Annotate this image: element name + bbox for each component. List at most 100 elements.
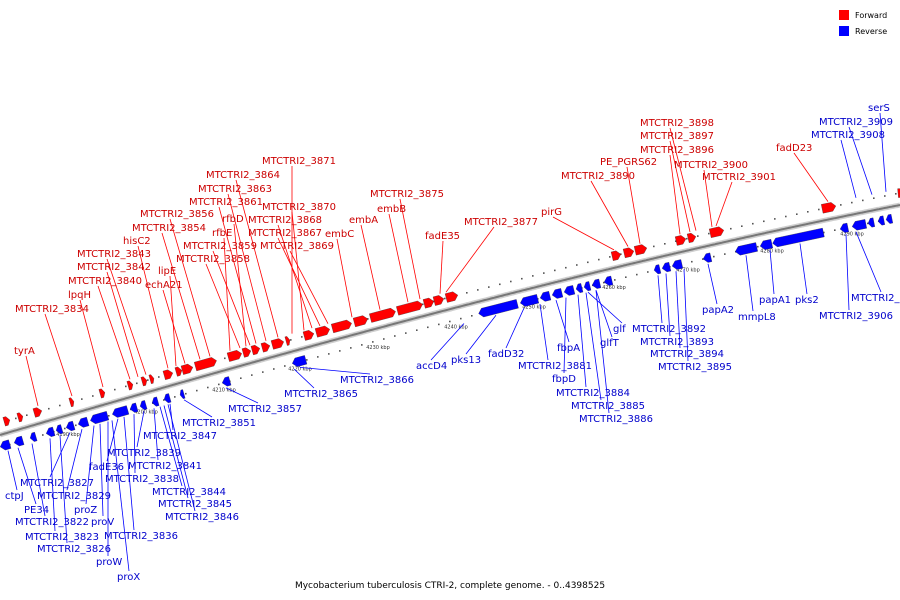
reverse-leader-line (840, 139, 857, 198)
forward-leader-line (218, 206, 257, 344)
reverse-gene-label: MTCTRI2_3908 (811, 130, 885, 141)
forward-gene-arrow (250, 345, 261, 356)
tick-mark-lower (163, 399, 165, 401)
forward-leader-line (439, 240, 444, 294)
forward-gene-arrow (2, 416, 11, 427)
tick-mark-lower (284, 365, 286, 367)
tick-mark-lower (185, 392, 187, 395)
forward-gene-arrow (140, 376, 148, 387)
reverse-leader-line (799, 243, 808, 295)
tick-mark-lower (273, 368, 275, 370)
forward-gene-label: MTCTRI2_3870 (262, 202, 336, 213)
tick-mark-lower (262, 371, 264, 373)
forward-leader-line (277, 237, 321, 327)
reverse-gene (603, 275, 614, 286)
reverse-gene (575, 283, 584, 293)
reverse-gene-arrow (90, 411, 110, 424)
reverse-gene (671, 259, 684, 270)
forward-gene-label: echA21 (145, 280, 183, 291)
reverse-gene-arrow (583, 281, 592, 292)
reverse-gene-arrow (735, 242, 758, 256)
forward-gene-label: MTCTRI2_3871 (262, 156, 336, 167)
forward-gene-arrow (352, 315, 368, 328)
reverse-gene (877, 215, 886, 226)
reverse-gene-label: MTCTRI2_3841 (128, 461, 202, 472)
reverse-gene-arrow (292, 355, 308, 367)
tick-mark-upper (301, 336, 303, 338)
forward-gene (444, 291, 459, 303)
reverse-gene-arrow (877, 215, 886, 226)
forward-leader-line (291, 211, 305, 331)
reverse-leader-line (465, 314, 497, 355)
reverse-gene (90, 411, 110, 424)
kbp-label: 4250 kbp (522, 305, 546, 311)
reverse-leader-line (167, 404, 196, 512)
forward-gene-arrow (444, 291, 459, 303)
forward-gene-arrow (633, 244, 648, 256)
reverse-gene-label: MTCTRI2_3822 (15, 517, 89, 528)
reverse-gene-label: MTCTRI2_3844 (152, 487, 226, 498)
forward-leader-line (25, 355, 39, 406)
forward-gene-arrow (180, 363, 193, 375)
tick-mark-lower (636, 273, 638, 276)
reverse-leader-line (585, 292, 602, 401)
forward-gene-label: rfbE (212, 228, 232, 239)
tick-mark-upper (609, 256, 611, 258)
tick-mark-upper (224, 357, 226, 360)
reverse-leader-line (505, 307, 525, 349)
forward-gene (180, 363, 193, 375)
reverse-gene-arrow (551, 288, 564, 299)
tick-mark-lower (823, 231, 825, 234)
reverse-gene-arrow (759, 239, 774, 250)
reverse-gene-label: ctpJ (5, 491, 24, 502)
kbp-label: 4280 kbp (760, 249, 784, 255)
forward-leader-line (703, 169, 713, 227)
reverse-gene (139, 400, 148, 410)
kbp-label: 4240 kbp (444, 325, 468, 331)
reverse-leader-line (587, 291, 623, 324)
tick-mark-lower (834, 229, 836, 231)
tick-mark-lower (218, 383, 220, 386)
forward-gene-arrow (68, 397, 75, 408)
tick-mark-upper (774, 218, 776, 220)
reverse-gene-arrow (13, 435, 25, 447)
forward-gene-arrow (148, 374, 155, 384)
forward-gene-arrow (162, 369, 174, 380)
forward-gene-label: MTCTRI2_3896 (640, 145, 714, 156)
forward-gene-arrow (260, 342, 271, 353)
kbp-label: 4190 kbp (56, 432, 80, 438)
tick-mark-upper (147, 379, 149, 381)
reverse-leader-line (745, 255, 754, 312)
reverse-leader-line (845, 233, 850, 311)
forward-gene-arrow (330, 319, 352, 334)
tick-mark-lower (438, 323, 440, 326)
reverse-leader-line (879, 112, 887, 192)
forward-leader-line (223, 237, 231, 351)
reverse-gene (851, 219, 867, 231)
tick-mark-upper (59, 404, 61, 407)
reverse-gene (151, 396, 160, 407)
reverse-leader-line (123, 416, 135, 531)
forward-gene (260, 342, 271, 353)
tick-mark-upper (499, 283, 501, 286)
forward-leader-line (212, 250, 251, 346)
tick-mark-lower (713, 255, 715, 258)
tick-mark-upper (466, 292, 468, 294)
reverse-leader-line (17, 447, 37, 505)
forward-gene-arrow (241, 347, 252, 358)
reverse-gene (292, 355, 308, 367)
reverse-leader-line (707, 263, 718, 305)
forward-gene-arrow (32, 407, 43, 418)
forward-gene-label: tyrA (14, 346, 35, 357)
reverse-gene (772, 227, 825, 248)
forward-gene (302, 330, 315, 341)
forward-gene (633, 244, 648, 256)
reverse-gene-arrow (603, 275, 614, 286)
tick-mark-lower (240, 377, 242, 379)
reverse-gene-label: pks13 (451, 355, 481, 366)
forward-gene (314, 325, 330, 338)
reverse-gene (661, 262, 672, 273)
tick-mark-upper (862, 199, 864, 202)
tick-mark-upper (92, 395, 94, 397)
kbp-label: 4290 kbp (840, 232, 864, 238)
